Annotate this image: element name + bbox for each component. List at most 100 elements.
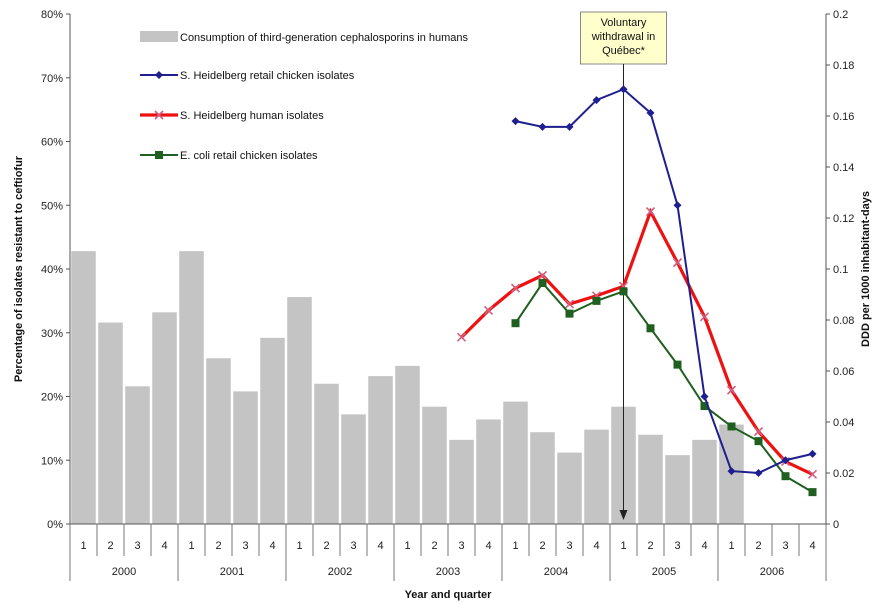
bar-7	[260, 337, 285, 524]
bar-13	[422, 406, 447, 524]
quarter-label: 3	[674, 540, 680, 552]
quarter-label: 3	[566, 540, 572, 552]
quarter-label: 3	[242, 540, 248, 552]
right-tick-label: 0.08	[833, 315, 854, 327]
quarter-label: 3	[350, 540, 356, 552]
point-square	[673, 360, 682, 369]
year-label: 2005	[652, 566, 676, 578]
point-diamond	[754, 469, 763, 477]
left-tick-label: 30%	[41, 328, 63, 340]
year-label: 2004	[544, 566, 568, 578]
right-tick-label: 0.2	[833, 9, 848, 21]
series-2	[511, 279, 817, 497]
bar-17	[530, 432, 555, 524]
left-tick-label: 60%	[41, 137, 63, 149]
legend-marker-cross	[154, 110, 164, 120]
point-diamond	[700, 392, 709, 401]
series-line-1	[460, 207, 814, 476]
quarter-label: 3	[782, 540, 788, 552]
left-tick-label: 40%	[41, 264, 63, 276]
quarter-label: 2	[215, 540, 221, 552]
point-square	[754, 437, 763, 446]
right-tick-label: 0.12	[833, 213, 854, 225]
quarter-label: 1	[80, 540, 86, 552]
quarter-label: 1	[188, 540, 194, 552]
x-category-axis: 1 2 3 4 1 2 3 4 1 2 3 4 1 2 3 4 1 2 3 4 1 2 3 4 1 2 3 4 2000 2001 2002…	[69, 524, 827, 581]
bar-12	[395, 365, 420, 524]
quarter-label: 4	[161, 540, 167, 552]
point-square	[619, 287, 628, 296]
point-cross	[456, 332, 467, 342]
point-diamond	[727, 467, 736, 476]
left-tick-label: 10%	[41, 455, 63, 467]
point-square	[592, 296, 601, 305]
bar-11	[368, 376, 393, 524]
annotation-line-3: Québec*	[602, 45, 646, 57]
bar-19	[584, 429, 609, 524]
legend-label-ecoli-chicken: E. coli retail chicken isolates	[180, 150, 318, 162]
point-diamond	[619, 85, 628, 94]
bars-layer	[71, 251, 744, 524]
bar-5	[206, 358, 231, 524]
point-square	[808, 488, 817, 497]
legend-label-heidelberg-human: S. Heidelberg human isolates	[180, 110, 324, 122]
bar-14	[449, 439, 474, 524]
left-tick-label: 80%	[41, 9, 63, 21]
series-line-2	[514, 281, 814, 493]
bar-0	[71, 251, 96, 524]
annotation-line-1: Voluntary	[601, 17, 647, 29]
right-tick-label: 0.14	[833, 162, 854, 174]
point-diamond	[808, 449, 817, 458]
quarter-label: 2	[647, 540, 653, 552]
bar-21	[638, 434, 663, 524]
series-layer	[456, 85, 818, 497]
point-cross	[699, 312, 710, 322]
quarter-label: 1	[728, 540, 734, 552]
bar-15	[476, 419, 501, 524]
point-diamond	[511, 117, 520, 126]
legend: Consumption of third-generation cephalos…	[140, 31, 469, 162]
point-cross	[645, 207, 656, 217]
y-axis-left-title: Percentage of isolates resistant to ceft…	[13, 155, 25, 382]
legend-label-heidelberg-chicken: S. Heidelberg retail chicken isolates	[180, 70, 355, 82]
point-cross	[726, 385, 737, 395]
legend-marker-diamond	[155, 71, 163, 79]
point-diamond	[673, 201, 682, 210]
bar-18	[557, 452, 582, 524]
point-diamond	[592, 96, 601, 105]
bar-8	[287, 297, 312, 524]
point-diamond	[781, 456, 790, 465]
quarter-label: 4	[593, 540, 599, 552]
bar-16	[503, 401, 528, 524]
series-0	[511, 85, 817, 477]
quarter-label: 1	[296, 540, 302, 552]
series-1	[456, 207, 818, 479]
point-diamond	[646, 108, 655, 117]
quarter-label: 4	[377, 540, 383, 552]
quarter-label: 1	[620, 540, 626, 552]
bar-6	[233, 391, 258, 524]
point-cross	[537, 270, 548, 280]
quarter-label: 4	[269, 540, 275, 552]
legend-marker-square	[155, 151, 163, 159]
right-tick-label: 0.1	[833, 264, 848, 276]
quarter-label: 4	[485, 540, 491, 552]
point-square	[565, 309, 574, 318]
year-label: 2001	[220, 566, 244, 578]
year-label: 2006	[760, 566, 784, 578]
annotation-arrow-head	[619, 510, 628, 520]
bar-2	[125, 386, 150, 524]
bar-22	[665, 455, 690, 524]
point-diamond	[565, 122, 574, 131]
bar-3	[152, 312, 177, 524]
point-square	[727, 422, 736, 431]
right-tick-label: 0.16	[833, 111, 854, 123]
bar-1	[98, 322, 123, 524]
legend-series	[140, 71, 178, 159]
quarter-label: 4	[701, 540, 707, 552]
quarter-label: 3	[134, 540, 140, 552]
point-cross	[807, 469, 818, 479]
annotation: Voluntary withdrawal in Québec*	[580, 11, 667, 520]
right-tick-label: 0.06	[833, 366, 854, 378]
